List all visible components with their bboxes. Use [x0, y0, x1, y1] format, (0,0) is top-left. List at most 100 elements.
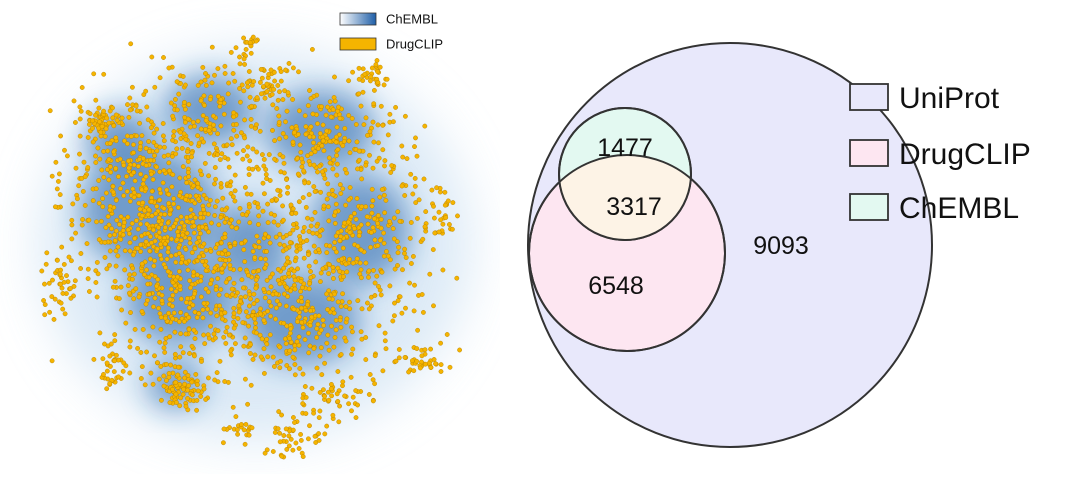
drugclip-point [198, 211, 204, 216]
drugclip-point [134, 133, 140, 139]
drugclip-point [434, 185, 439, 191]
drugclip-point [327, 243, 333, 249]
drugclip-point [250, 166, 256, 172]
drugclip-point [355, 243, 361, 249]
drugclip-point [335, 398, 341, 404]
drugclip-point [284, 255, 290, 261]
drugclip-point [322, 431, 328, 437]
drugclip-point [162, 224, 168, 230]
drugclip-point [142, 208, 148, 214]
drugclip-point [127, 198, 133, 204]
drugclip-point [207, 197, 213, 203]
drugclip-point [358, 103, 364, 109]
drugclip-point [213, 306, 219, 312]
drugclip-point [118, 186, 123, 192]
drugclip-point [152, 258, 158, 264]
drugclip-point [381, 82, 387, 88]
drugclip-point [334, 124, 340, 130]
drugclip-point [80, 188, 86, 194]
drugclip-point [340, 186, 346, 192]
drugclip-point [428, 346, 433, 352]
drugclip-point [191, 230, 197, 236]
drugclip-point [97, 330, 103, 336]
drugclip-point [333, 134, 339, 140]
drugclip-point [402, 246, 407, 252]
drugclip-point [325, 307, 330, 312]
drugclip-point [237, 54, 242, 60]
drugclip-point [288, 202, 294, 208]
drugclip-point [267, 274, 273, 280]
drugclip-point [286, 443, 292, 449]
drugclip-point [154, 203, 160, 209]
drugclip-point [200, 315, 206, 321]
drugclip-point [367, 372, 373, 377]
drugclip-point [107, 207, 113, 213]
drugclip-point [190, 119, 196, 125]
drugclip-point [150, 227, 156, 233]
drugclip-point [113, 135, 119, 141]
drugclip-point [287, 240, 293, 245]
drugclip-point [95, 271, 101, 277]
drugclip-point [366, 392, 372, 397]
drugclip-point [120, 180, 126, 186]
drugclip-point [390, 119, 396, 125]
drugclip-point [295, 131, 301, 137]
drugclip-point [47, 108, 53, 114]
drugclip-point [154, 126, 160, 132]
drugclip-point [308, 223, 314, 229]
drugclip-point [301, 255, 307, 261]
drugclip-point [427, 271, 433, 277]
drugclip-point [271, 70, 277, 75]
drugclip-point [336, 104, 341, 110]
drugclip-point [244, 153, 250, 159]
drugclip-point [400, 267, 405, 273]
drugclip-point [181, 100, 187, 105]
drugclip-point [229, 142, 235, 148]
drugclip-point [114, 217, 120, 223]
drugclip-point [311, 243, 317, 249]
drugclip-point [370, 267, 376, 273]
drugclip-point [287, 231, 293, 237]
drugclip-point [407, 280, 412, 286]
drugclip-point [382, 330, 388, 336]
drugclip-point [292, 258, 298, 264]
drugclip-point [353, 216, 359, 222]
drugclip-point [316, 437, 322, 443]
drugclip-point [283, 341, 289, 346]
drugclip-point [154, 148, 160, 154]
drugclip-point [176, 245, 182, 251]
drugclip-point [105, 214, 111, 219]
drugclip-point [275, 426, 281, 432]
drugclip-point [322, 393, 327, 399]
legend-label-drugclip: DrugCLIP [386, 37, 443, 52]
drugclip-point [69, 236, 75, 242]
drugclip-point [337, 238, 343, 244]
drugclip-point [351, 226, 357, 231]
drugclip-point [326, 271, 331, 276]
drugclip-point [93, 160, 99, 165]
drugclip-point [247, 292, 253, 297]
drugclip-point [136, 156, 142, 162]
drugclip-point [69, 258, 74, 264]
drugclip-point [233, 45, 239, 51]
drugclip-point [143, 163, 149, 168]
drugclip-point [99, 124, 105, 129]
drugclip-point [231, 280, 237, 286]
drugclip-point [351, 210, 357, 216]
drugclip-point [247, 94, 253, 100]
drugclip-point [58, 267, 63, 273]
drugclip-point [127, 95, 133, 101]
drugclip-point [242, 117, 248, 123]
drugclip-point [97, 119, 102, 125]
drugclip-point [165, 220, 171, 226]
drugclip-point [242, 135, 248, 141]
drugclip-point [90, 118, 96, 124]
drugclip-point [128, 310, 133, 315]
drugclip-point [309, 216, 315, 222]
drugclip-point [272, 138, 277, 144]
drugclip-point [131, 271, 137, 277]
drugclip-point [414, 215, 420, 221]
drugclip-point [168, 100, 174, 106]
drugclip-point [197, 230, 203, 236]
drugclip-point [370, 198, 376, 204]
